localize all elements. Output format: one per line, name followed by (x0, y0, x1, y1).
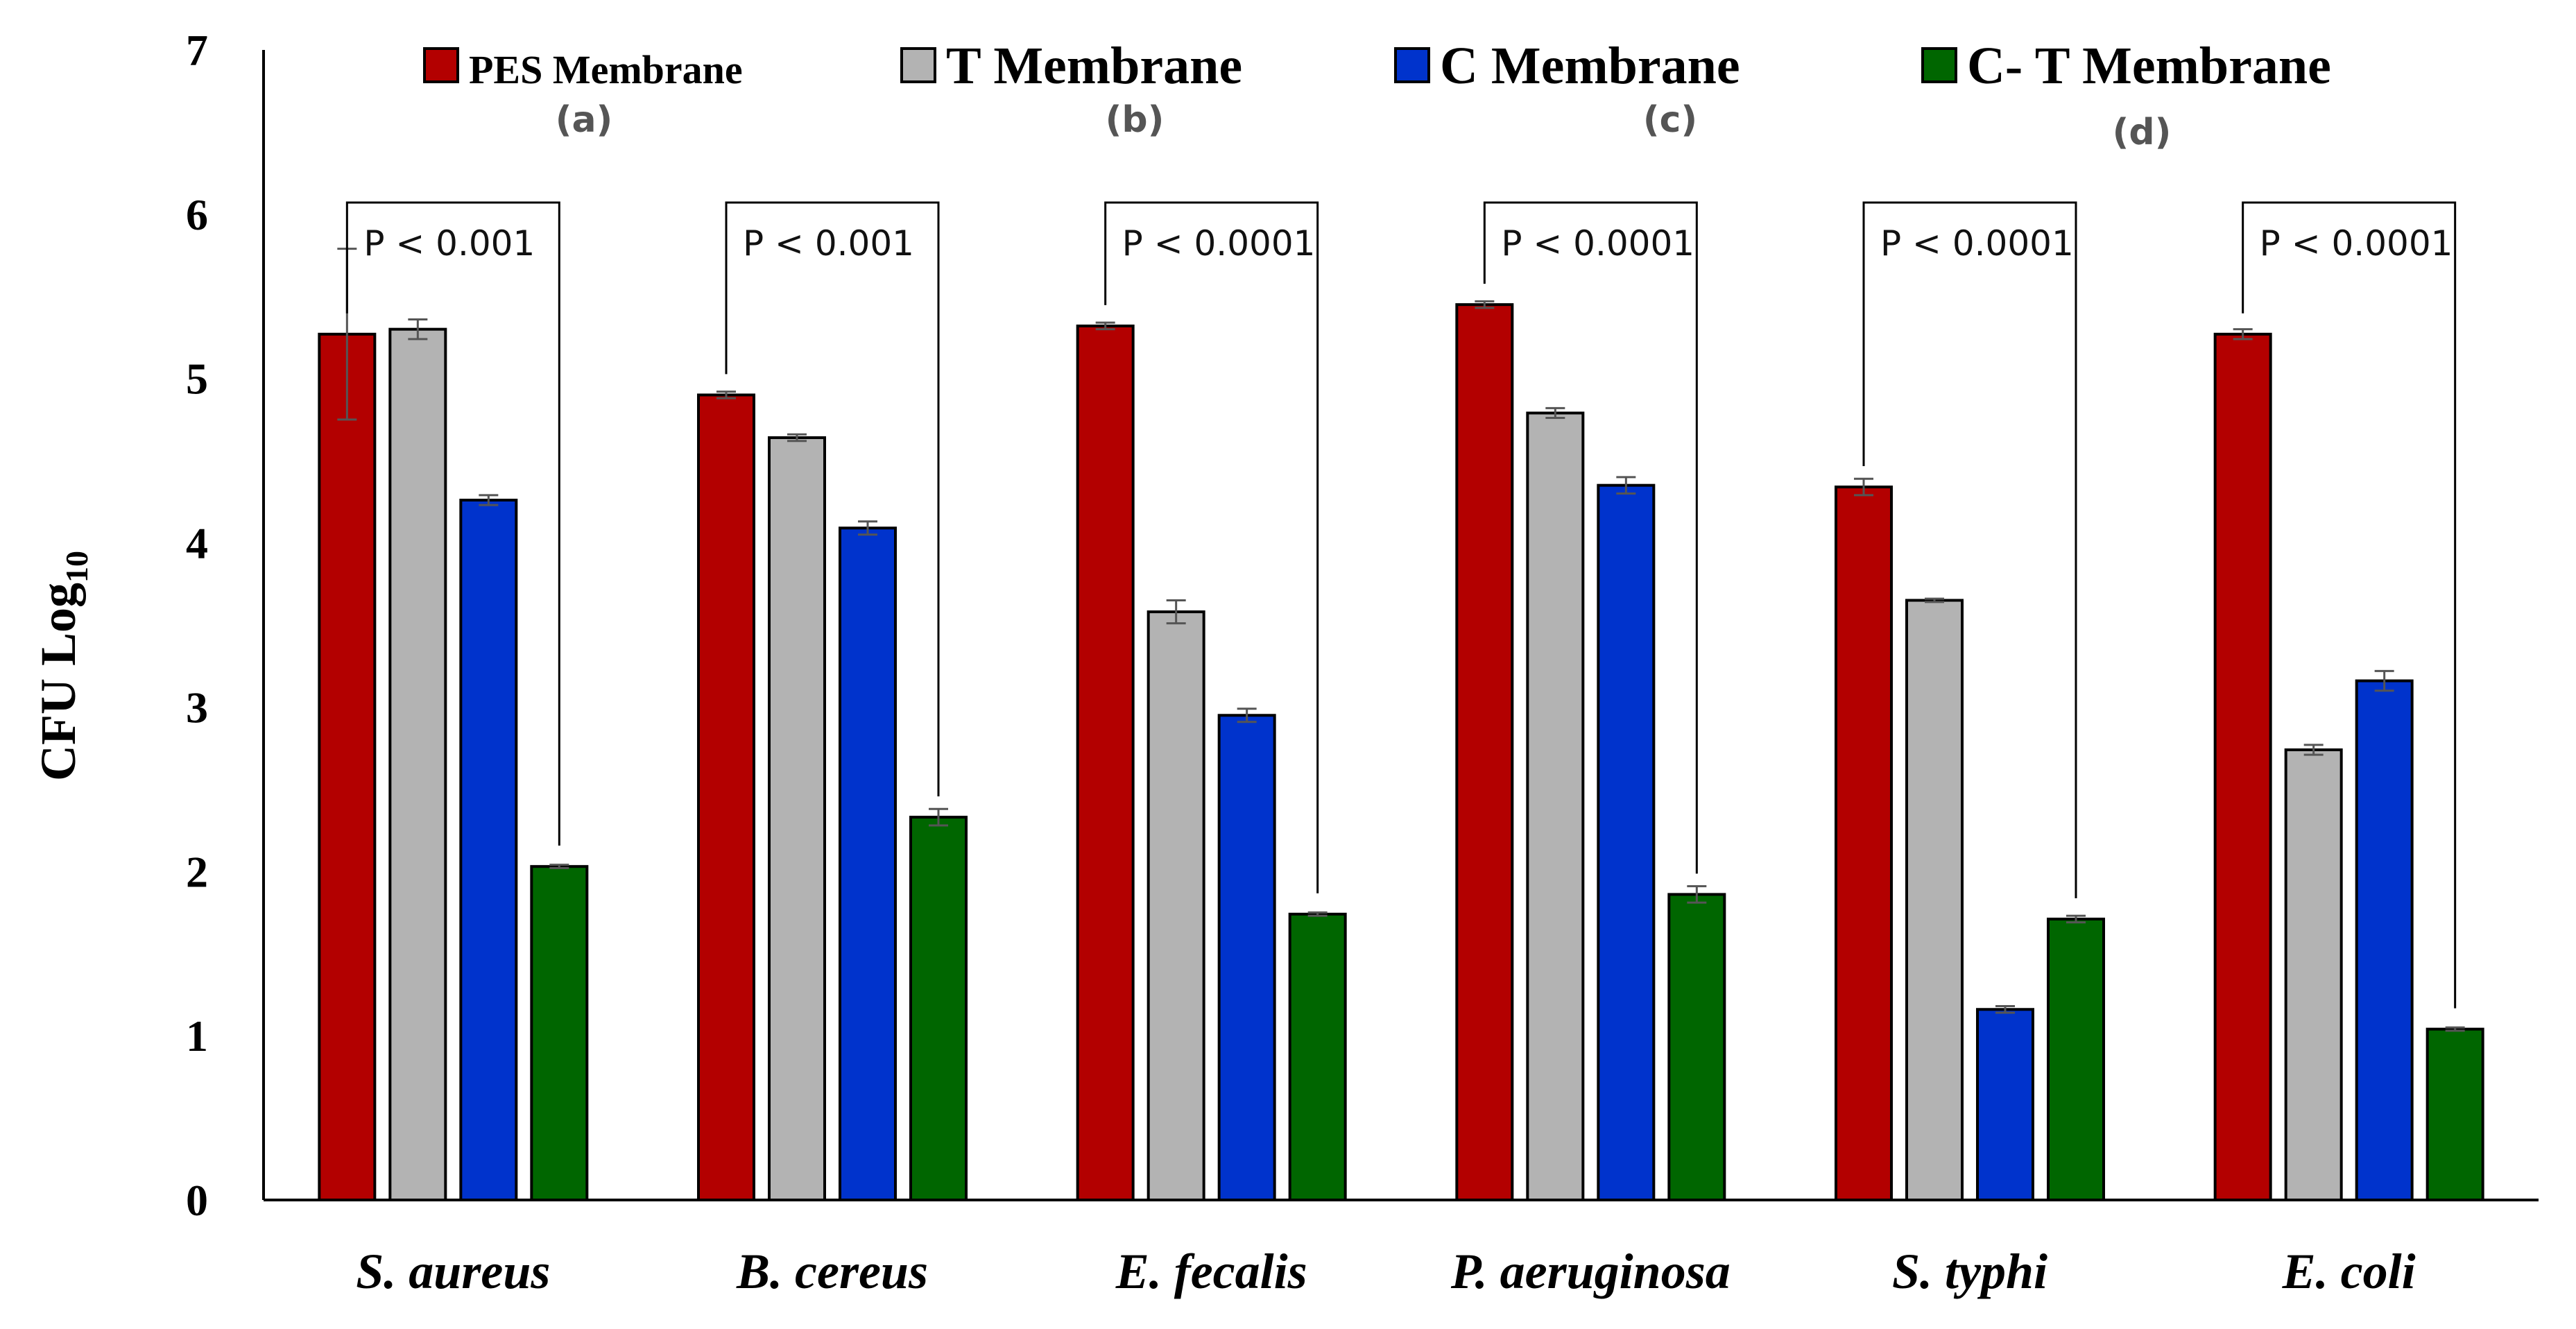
panel-label: (a) (556, 99, 613, 141)
legend-label: C- T Membrane (1967, 37, 2331, 95)
bar (1526, 411, 1585, 1201)
y-axis-label-text: CFU Log (31, 583, 86, 781)
bar (697, 393, 755, 1201)
legend: PES Membrane T Membrane C Membrane C- T Mem… (423, 37, 2331, 95)
x-category-label: S. typhi (1892, 1244, 2047, 1299)
bar-group (318, 248, 589, 1202)
bar (530, 865, 589, 1202)
bar (1455, 303, 1514, 1202)
bar (1976, 1008, 2034, 1201)
bracket-line (1862, 201, 2077, 898)
legend-label: PES Membrane (469, 47, 743, 92)
panel-label: (c) (1643, 99, 1697, 141)
bar (1217, 714, 1276, 1202)
legend-label: C Membrane (1440, 37, 1740, 95)
bar-group (1455, 300, 1726, 1202)
legend-swatch (423, 47, 459, 83)
p-value-label: P < 0.0001 (1880, 223, 2074, 264)
significance-bracket: P < 0.001 (345, 201, 560, 846)
bar (459, 498, 518, 1201)
bar (1076, 324, 1135, 1201)
bracket-line (1104, 201, 1319, 893)
bar (768, 436, 826, 1201)
bar-group (1835, 477, 2105, 1201)
y-axis-label: CFU Log10 (31, 551, 94, 781)
bar (1835, 486, 1893, 1201)
legend-swatch (1921, 47, 1957, 83)
significance-bracket: P < 0.001 (725, 201, 940, 797)
y-tick-label: 2 (186, 847, 208, 896)
bar (1667, 893, 1726, 1201)
bars: S. aureus B. cereus E. fecalis P. aeruginos… (318, 248, 2484, 1299)
bar-group (1076, 321, 1347, 1202)
significance-bracket: P < 0.0001 (1862, 201, 2077, 898)
significance-bracket: P < 0.0001 (1104, 201, 1319, 893)
panel-label: (b) (1106, 99, 1165, 141)
bar (839, 526, 897, 1201)
bar (318, 332, 377, 1202)
y-tick-label: 5 (186, 354, 208, 404)
bracket-line (1483, 201, 1698, 874)
y-tick-label: 1 (186, 1011, 208, 1061)
y-tick-label: 4 (186, 519, 208, 568)
y-tick-label: 3 (186, 683, 208, 732)
bar (2425, 1027, 2484, 1201)
bar (2284, 748, 2343, 1202)
bar (1147, 610, 1205, 1201)
bracket-line (725, 201, 940, 797)
y-tick-label: 0 (186, 1176, 208, 1225)
x-category-label: S. aureus (356, 1244, 550, 1299)
bar (388, 327, 447, 1202)
x-category-label: P. aeruginosa (1450, 1244, 1731, 1299)
p-value-label: P < 0.0001 (1122, 223, 1316, 264)
legend-label: T Membrane (946, 37, 1242, 95)
bracket-line (2242, 201, 2457, 1009)
annotations: P < 0.001 P < 0.001 P < 0.0001 P < 0.0001 P … (345, 201, 2457, 1009)
panel-labels: (a) (b) (c) (d) (556, 99, 2172, 153)
x-category-label: E. fecalis (1115, 1244, 1307, 1299)
legend-swatch (900, 47, 936, 83)
bar (2213, 332, 2272, 1202)
p-value-label: P < 0.001 (363, 223, 535, 264)
x-category-label: E. coli (2282, 1244, 2416, 1299)
axes: 0 1 2 3 4 5 6 7 (186, 26, 2539, 1225)
p-value-label: P < 0.0001 (2260, 223, 2453, 264)
y-axis-label-subscript: 10 (59, 551, 94, 583)
y-tick-label: 7 (186, 26, 208, 75)
panel-label: (d) (2113, 112, 2172, 153)
significance-bracket: P < 0.0001 (1483, 201, 1698, 874)
bar (2047, 917, 2105, 1201)
bracket-line (345, 201, 560, 846)
legend-item: T Membrane (900, 37, 1242, 95)
p-value-label: P < 0.001 (743, 223, 914, 264)
p-value-label: P < 0.0001 (1501, 223, 1694, 264)
bar (1905, 599, 1964, 1201)
bar-group (2213, 328, 2484, 1202)
legend-item: C- T Membrane (1921, 37, 2331, 95)
bar (1288, 912, 1347, 1201)
bar (1597, 483, 1656, 1202)
legend-item: PES Membrane (423, 47, 743, 92)
bar-group (697, 391, 968, 1201)
legend-item: C Membrane (1394, 37, 1740, 95)
significance-bracket: P < 0.0001 (2242, 201, 2457, 1009)
y-tick-label: 6 (186, 190, 208, 239)
x-category-label: B. cereus (736, 1244, 928, 1299)
bar (909, 816, 968, 1201)
legend-swatch (1394, 47, 1430, 83)
bar (2355, 679, 2414, 1201)
